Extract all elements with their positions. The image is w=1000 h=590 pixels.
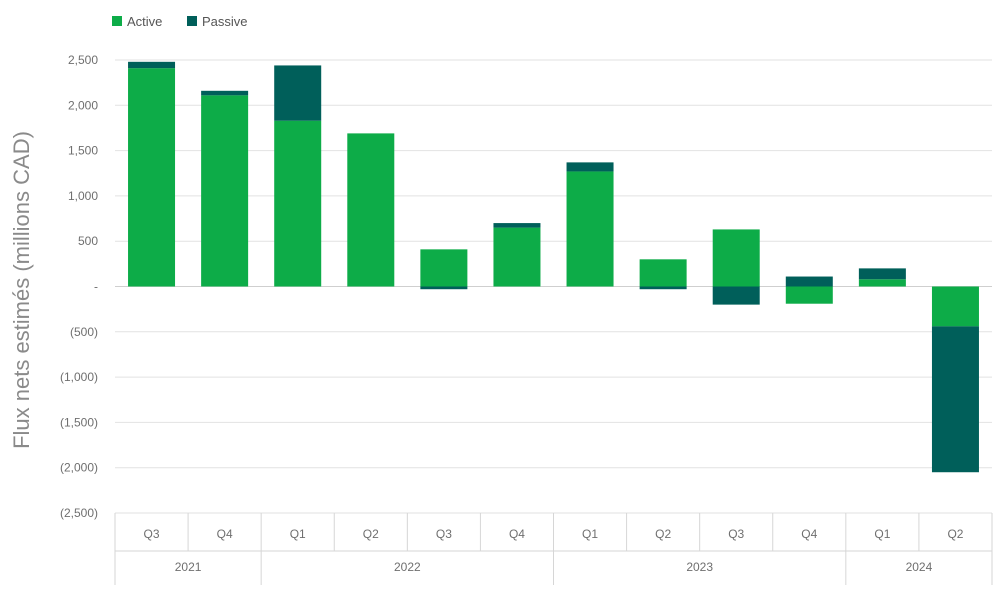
y-tick-label: (1,000) bbox=[60, 370, 98, 384]
x-tick-label: Q1 bbox=[874, 527, 890, 541]
bar-passive-9 bbox=[712, 286, 760, 305]
year-label: 2022 bbox=[394, 560, 421, 574]
year-label: 2021 bbox=[175, 560, 202, 574]
bar-active-10 bbox=[785, 286, 833, 304]
y-tick-label: (500) bbox=[70, 325, 98, 339]
bar-active-5 bbox=[420, 249, 468, 287]
y-tick-label: 1,000 bbox=[68, 189, 98, 203]
bar-passive-5 bbox=[420, 286, 468, 290]
y-tick-label: - bbox=[94, 280, 98, 294]
y-tick-label: 1,500 bbox=[68, 144, 98, 158]
y-tick-label: 500 bbox=[78, 234, 98, 248]
bar-active-12 bbox=[931, 286, 979, 327]
y-axis-ticks: 2,500 2,000 1,500 1,000 500 - (500) (1,000) (1,5… bbox=[60, 53, 98, 520]
x-tick-label: Q1 bbox=[582, 527, 598, 541]
bar-passive-2 bbox=[201, 90, 249, 96]
legend-swatch-active bbox=[112, 16, 122, 26]
x-tick-label: Q2 bbox=[655, 527, 671, 541]
bars bbox=[128, 61, 979, 473]
bar-active-9 bbox=[712, 229, 760, 287]
legend-label-active: Active bbox=[127, 14, 162, 29]
bar-passive-6 bbox=[493, 223, 541, 228]
bar-passive-12 bbox=[931, 326, 979, 473]
year-label: 2023 bbox=[686, 560, 713, 574]
x-axis: Q3 Q4 Q1 Q2 Q3 Q4 Q1 Q2 Q3 Q4 Q1 Q2 2021 2022 2023 2024 bbox=[114, 513, 993, 585]
bar-active-6 bbox=[493, 227, 541, 287]
bar-active-8 bbox=[639, 259, 687, 287]
bar-active-11 bbox=[858, 279, 906, 287]
y-tick-label: 2,000 bbox=[68, 98, 98, 112]
bar-active-3 bbox=[274, 120, 322, 287]
bar-active-2 bbox=[201, 95, 249, 287]
bar-passive-8 bbox=[639, 286, 687, 290]
y-tick-label: (2,000) bbox=[60, 461, 98, 475]
y-tick-label: (1,500) bbox=[60, 415, 98, 429]
x-tick-label: Q2 bbox=[947, 527, 963, 541]
legend: Active Passive bbox=[112, 14, 248, 29]
legend-swatch-passive bbox=[187, 16, 197, 26]
legend-label-passive: Passive bbox=[202, 14, 248, 29]
x-tick-label: Q4 bbox=[217, 527, 233, 541]
bar-passive-3 bbox=[274, 65, 322, 121]
x-tick-label: Q4 bbox=[801, 527, 817, 541]
y-tick-label: 2,500 bbox=[68, 53, 98, 67]
bar-active-7 bbox=[566, 171, 614, 287]
x-tick-label: Q3 bbox=[144, 527, 160, 541]
x-tick-label: Q4 bbox=[509, 527, 525, 541]
x-tick-label: Q3 bbox=[728, 527, 744, 541]
bar-passive-7 bbox=[566, 162, 614, 172]
bar-passive-1 bbox=[128, 61, 176, 69]
year-label: 2024 bbox=[906, 560, 933, 574]
x-tick-label: Q3 bbox=[436, 527, 452, 541]
y-axis-label: Flux nets estimés (millions CAD) bbox=[9, 131, 34, 449]
bar-passive-10 bbox=[785, 276, 833, 287]
x-tick-label: Q1 bbox=[290, 527, 306, 541]
bar-active-4 bbox=[347, 133, 395, 287]
x-tick-label: Q2 bbox=[363, 527, 379, 541]
bar-passive-11 bbox=[858, 268, 906, 280]
y-tick-label: (2,500) bbox=[60, 506, 98, 520]
bar-active-1 bbox=[128, 68, 176, 287]
